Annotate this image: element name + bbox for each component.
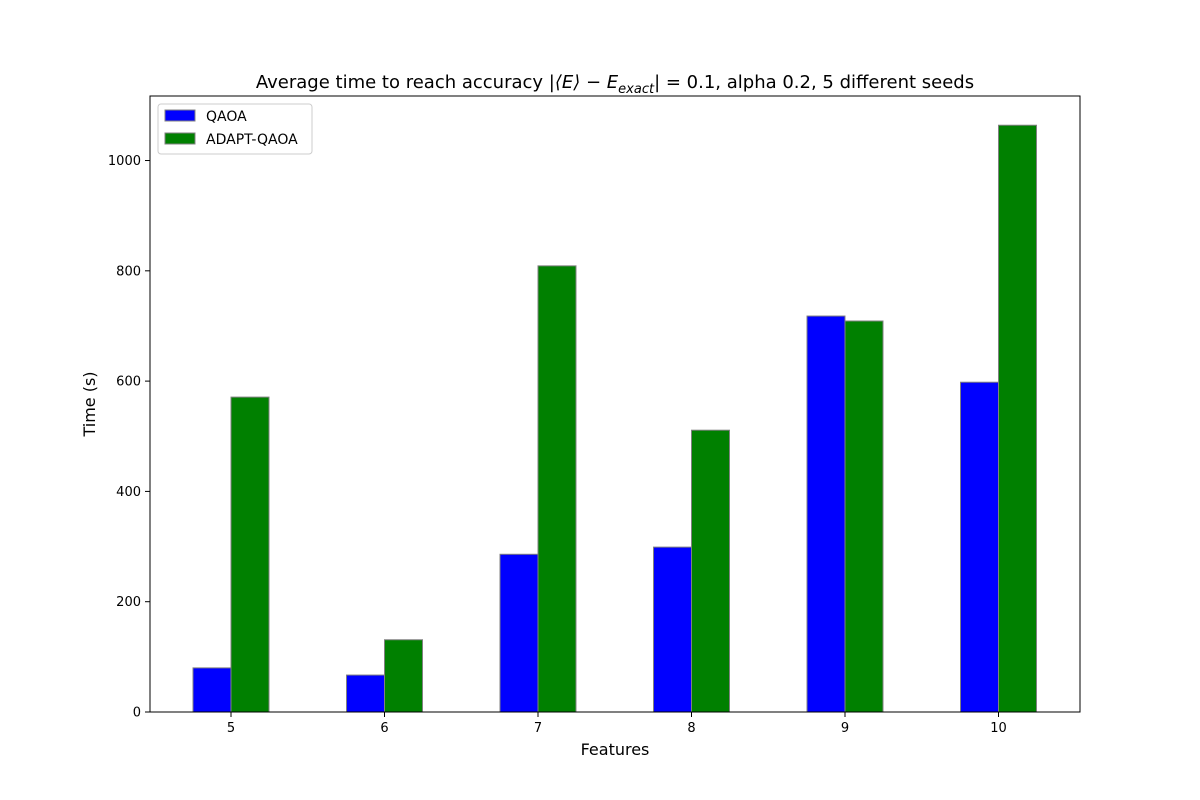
chart-title-text: Average time to reach accuracy [256, 72, 549, 93]
y-tick-label: 200 [116, 595, 141, 610]
chart-title-suffix: , alpha 0.2, 5 different seeds [715, 72, 974, 93]
bar-adapt-qaoa-9 [844, 320, 884, 713]
legend: QAOA ADAPT-QAOA [157, 103, 313, 155]
bar-qaoa-6 [346, 674, 385, 713]
bar-qaoa-8 [653, 546, 692, 713]
x-tick-label: 10 [990, 721, 1007, 736]
bar-qaoa-9 [806, 315, 846, 713]
x-axis-label: Features [581, 740, 650, 759]
plot-frame [149, 95, 1081, 713]
legend-box [157, 103, 313, 155]
bar-qaoa-10 [960, 381, 999, 713]
y-tick-label: 400 [116, 485, 141, 500]
x-tick-label: 9 [841, 721, 849, 736]
legend-swatch-adapt-qaoa [164, 132, 196, 145]
chart-title-math-end: | = 0.1 [654, 72, 715, 93]
bar-adapt-qaoa-6 [384, 639, 423, 713]
bars-layer [192, 124, 1037, 713]
y-axis-label: Time (s) [80, 371, 99, 437]
legend-label-adapt-qaoa: ADAPT-QAOA [206, 132, 298, 148]
x-tick-label: 6 [380, 721, 388, 736]
bar-adapt-qaoa-8 [691, 429, 730, 713]
x-tick-label: 8 [687, 721, 695, 736]
bar-adapt-qaoa-7 [537, 265, 577, 713]
y-axis-ticks: 0 200 400 600 800 1000 [108, 154, 150, 721]
x-axis-ticks: 5 6 7 8 9 10 [227, 712, 1007, 736]
bar-qaoa-7 [499, 553, 539, 713]
bar-adapt-qaoa-10 [998, 124, 1037, 713]
x-tick-label: 5 [227, 721, 235, 736]
legend-swatch-qaoa [164, 109, 196, 122]
x-tick-label: 7 [534, 721, 542, 736]
chart-title: Average time to reach accuracy |⟨E⟩ − Ee… [256, 72, 974, 97]
y-tick-label: 600 [116, 375, 141, 390]
bar-qaoa-5 [192, 667, 232, 713]
legend-label-qaoa: QAOA [206, 109, 247, 125]
y-tick-label: 0 [133, 706, 141, 721]
chart-title-math: |⟨E⟩ − E [549, 72, 619, 93]
chart-title-math-sub: exact [618, 82, 655, 97]
y-tick-label: 1000 [108, 154, 141, 169]
y-tick-label: 800 [116, 264, 141, 279]
bar-adapt-qaoa-5 [230, 396, 270, 713]
